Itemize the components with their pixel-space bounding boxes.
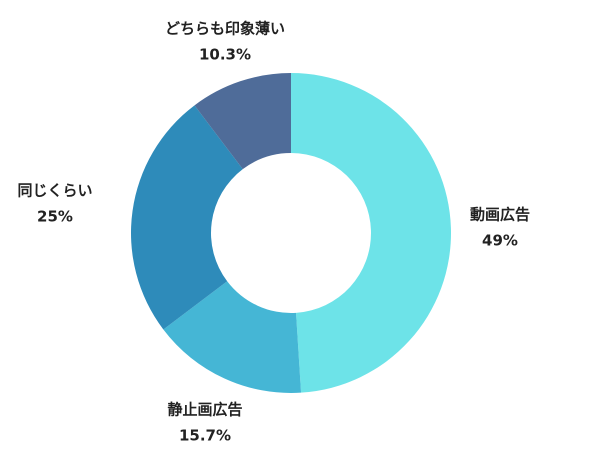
slice-value-label: 25%	[37, 208, 73, 226]
slice-value-label: 10.3%	[199, 46, 251, 64]
slice-label: どちらも印象薄い	[165, 20, 285, 38]
slice-value-label: 49%	[482, 232, 518, 250]
donut-slice	[131, 105, 243, 330]
donut-slice	[291, 73, 452, 393]
slice-label: 同じくらい	[17, 182, 92, 200]
donut-slice	[194, 73, 291, 170]
slice-value-label: 15.7%	[179, 427, 231, 445]
slice-label: 静止画広告	[167, 401, 242, 419]
donut-slice	[163, 281, 302, 393]
slice-label: 動画広告	[470, 206, 530, 224]
